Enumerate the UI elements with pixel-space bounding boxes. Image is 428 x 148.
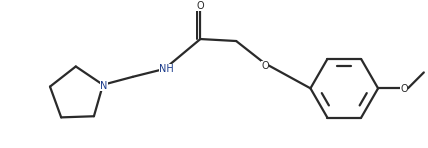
Text: N: N xyxy=(100,81,107,91)
Text: NH: NH xyxy=(159,64,174,74)
Text: O: O xyxy=(196,1,204,11)
Text: O: O xyxy=(400,84,408,94)
Text: O: O xyxy=(261,61,269,71)
